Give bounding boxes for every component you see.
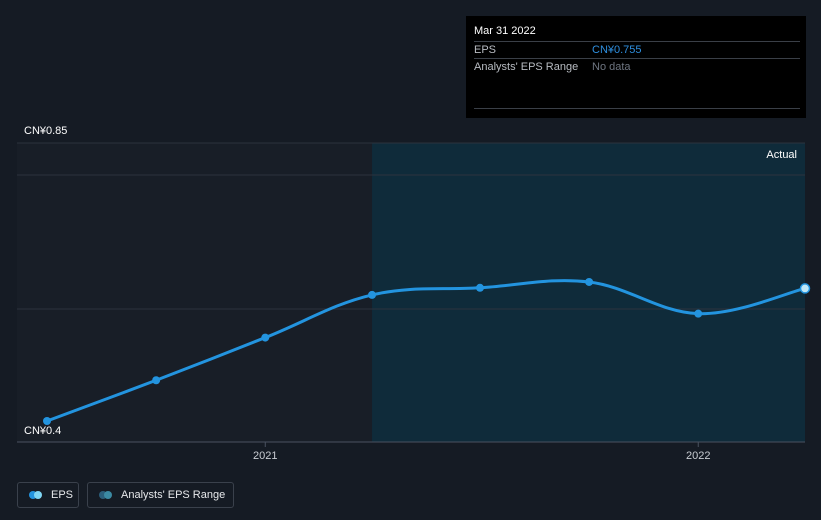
actual-region: [372, 143, 805, 442]
actual-label: Actual: [766, 149, 797, 161]
legend-range-swatch: [99, 491, 113, 499]
past-region: [17, 143, 373, 442]
y-label-bottom: CN¥0.4: [24, 425, 61, 437]
eps-point-2020-12-31: [261, 333, 270, 342]
eps-point-2021-09-30: [585, 277, 594, 286]
x-tick-label-2021: 2021: [253, 450, 277, 462]
tooltip-row-range: Analysts' EPS Range No data: [474, 58, 800, 76]
tooltip-range-value: No data: [592, 61, 631, 73]
tooltip-date: Mar 31 2022: [474, 25, 536, 37]
legend-eps-swatch: [29, 491, 43, 499]
legend-eps[interactable]: EPS: [17, 482, 79, 508]
tooltip-eps-label: EPS: [474, 44, 497, 56]
eps-point-2021-06-30: [475, 283, 484, 292]
legend-analysts-range[interactable]: Analysts' EPS Range: [87, 482, 234, 508]
eps-point-2021-12-31: [694, 309, 703, 318]
tooltip-range-label: Analysts' EPS Range: [474, 61, 579, 73]
eps-point-2021-03-31: [368, 290, 377, 299]
x-tick-label-2022: 2022: [686, 450, 710, 462]
eps-point-2022-03-31: [799, 283, 811, 294]
tooltip-row-eps: EPS CN¥0.755: [474, 41, 800, 59]
legend-eps-label: EPS: [51, 489, 74, 501]
eps-point-2020-06-30: [43, 417, 51, 425]
legend-range-label: Analysts' EPS Range: [121, 489, 226, 501]
eps-point-2020-09-30: [152, 376, 161, 385]
tooltip-divider: [474, 108, 800, 109]
tooltip-eps-value: CN¥0.755: [592, 44, 642, 56]
eps-line: [45, 279, 807, 423]
y-label-top: CN¥0.85: [24, 125, 67, 137]
tooltip: Mar 31 2022 EPS CN¥0.755 Analysts' EPS R…: [466, 16, 806, 118]
